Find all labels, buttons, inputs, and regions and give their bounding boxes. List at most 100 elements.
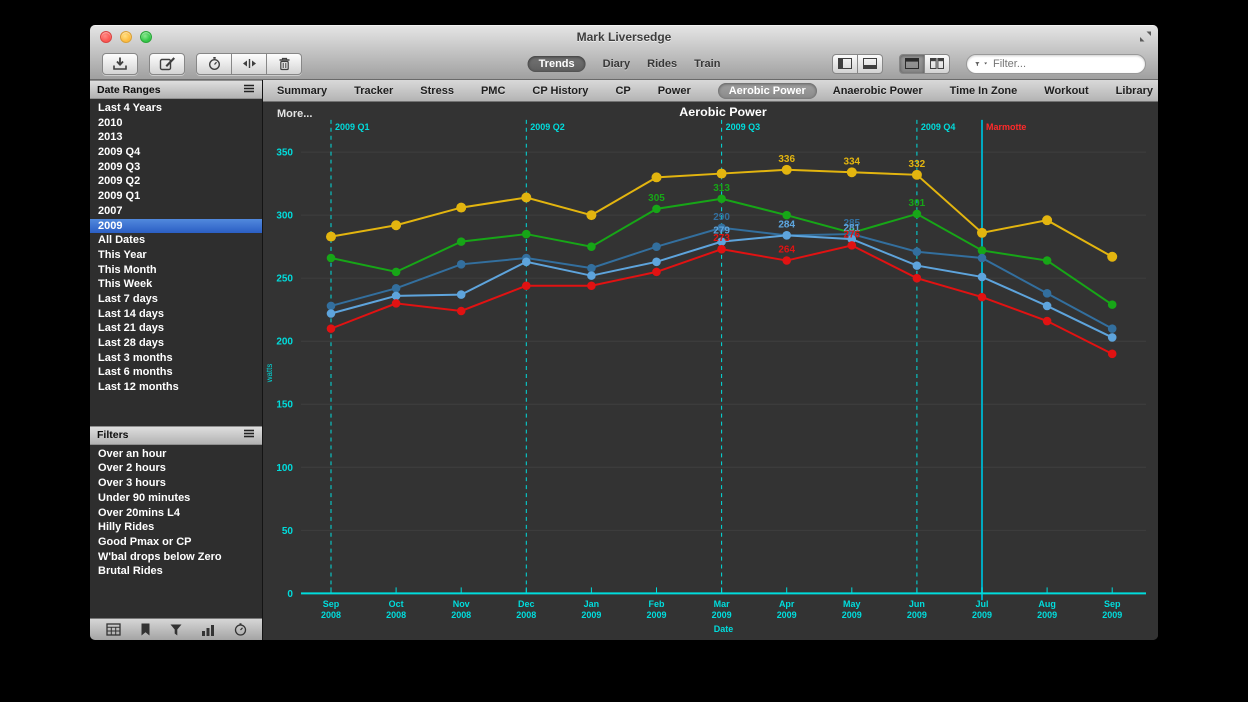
download-button[interactable]	[102, 52, 138, 75]
date-range-item[interactable]: Last 28 days	[98, 337, 165, 349]
date-range-item[interactable]: Last 21 days	[98, 322, 165, 335]
view-segment-trends[interactable]: Trends	[527, 55, 586, 72]
data-point-light-blue	[782, 231, 791, 240]
date-range-item[interactable]: All Dates	[98, 234, 146, 247]
y-tick-label: 250	[276, 274, 293, 285]
view-segment-rides[interactable]: Rides	[647, 57, 678, 70]
date-range-item[interactable]: 2013	[98, 131, 123, 144]
chart-title: Aerobic Power	[679, 105, 767, 119]
tab-aerobic-power[interactable]: Aerobic Power	[717, 82, 817, 99]
filter-icon[interactable]	[170, 624, 182, 636]
more-link[interactable]: More...	[277, 108, 312, 120]
y-tick-label: 150	[276, 400, 293, 411]
point-label-light-blue: 284	[778, 219, 795, 230]
date-range-item[interactable]: 2009 Q3	[98, 160, 141, 173]
date-range-item[interactable]: Last 4 Years	[98, 102, 163, 114]
tiled-view-button[interactable]	[925, 53, 950, 74]
data-point-green	[782, 210, 791, 220]
data-point-light-blue	[847, 234, 857, 244]
date-range-item[interactable]: 2010	[98, 116, 123, 129]
trash-button[interactable]	[267, 52, 302, 75]
filter-item[interactable]: Good Pmax or CP	[98, 535, 192, 548]
filter-item[interactable]: W'bal drops below Zero	[98, 550, 222, 563]
filter-input[interactable]	[991, 56, 1137, 71]
x-axis-title: Date	[714, 624, 733, 634]
data-point-steel-blue	[587, 263, 596, 273]
data-point-light-blue	[587, 271, 596, 280]
date-range-item[interactable]: 2009 Q4	[98, 146, 141, 159]
tab-time-in-zone[interactable]: Time In Zone	[949, 84, 1018, 97]
date-range-item[interactable]: 2009 Q1	[98, 190, 141, 203]
filter-item[interactable]: Over an hour	[98, 447, 167, 460]
bookmark-icon[interactable]	[140, 623, 151, 636]
filter-item[interactable]: Over 2 hours	[98, 462, 166, 475]
filters-menu-icon[interactable]	[243, 429, 255, 441]
point-label-yellow: 334	[843, 156, 860, 167]
tab-library[interactable]: Library	[1115, 84, 1153, 97]
minimize-button[interactable]	[120, 31, 132, 43]
tab-anaerobic-power[interactable]: Anaerobic Power	[832, 84, 923, 97]
tab-power[interactable]: Power	[657, 84, 691, 97]
point-label-green: 301	[909, 198, 926, 209]
data-point-steel-blue	[456, 260, 466, 269]
tab-workout[interactable]: Workout	[1044, 84, 1089, 97]
date-range-item[interactable]: Last 6 months	[98, 366, 173, 379]
date-range-item[interactable]: 2009	[90, 218, 262, 234]
single-view-button[interactable]	[899, 53, 925, 74]
close-button[interactable]	[100, 31, 112, 43]
data-point-red	[391, 299, 401, 308]
calendar-icon[interactable]	[105, 623, 121, 636]
tab-summary[interactable]: Summary	[277, 84, 328, 97]
fullscreen-icon[interactable]	[1139, 30, 1152, 48]
tab-cp-history[interactable]: CP History	[532, 84, 589, 97]
date-ranges-menu-icon[interactable]	[243, 84, 255, 96]
tab-stress[interactable]: Stress	[420, 84, 454, 97]
data-point-red	[456, 306, 466, 316]
filter-item[interactable]: Over 3 hours	[98, 477, 166, 490]
data-point-red	[782, 256, 791, 265]
content: Summary Tracker Stress PMC CP History CP Power…	[263, 80, 1158, 640]
data-point-light-blue	[717, 237, 726, 246]
toolbar-right	[832, 53, 1146, 74]
view-segment-diary[interactable]: Diary	[602, 57, 631, 70]
date-range-item[interactable]: 2007	[98, 204, 123, 217]
data-point-steel-blue	[717, 223, 726, 233]
date-range-item[interactable]: Last 3 months	[98, 351, 173, 364]
sidebar-toggle-button[interactable]	[832, 53, 858, 74]
date-range-item[interactable]: This Year	[98, 248, 147, 261]
date-ranges-title: Date Ranges	[97, 83, 161, 96]
data-point-green	[326, 253, 336, 263]
data-point-light-blue	[1107, 333, 1117, 342]
tab-cp[interactable]: CP	[615, 84, 631, 97]
filter-field[interactable]	[966, 53, 1146, 74]
split-button[interactable]	[232, 52, 267, 75]
zoom-button[interactable]	[140, 31, 152, 43]
data-point-green	[652, 204, 661, 214]
date-range-item[interactable]: This Week	[98, 278, 153, 291]
stopwatch-icon[interactable]	[234, 623, 247, 636]
filter-item[interactable]: Brutal Rides	[98, 565, 163, 578]
tab-tracker[interactable]: Tracker	[354, 84, 394, 97]
data-point-yellow	[977, 227, 987, 238]
data-point-red	[1042, 316, 1052, 326]
app-window: Mark Liversedge	[90, 25, 1158, 640]
date-range-item[interactable]: This Month	[98, 263, 157, 276]
interval-button[interactable]	[196, 52, 232, 75]
date-range-item[interactable]: Last 12 months	[98, 381, 179, 394]
y-tick-label: 0	[287, 589, 293, 600]
chart-icon[interactable]	[201, 624, 215, 636]
filter-item[interactable]: Hilly Rides	[98, 521, 155, 534]
filter-item[interactable]: Over 20mins L4	[98, 506, 180, 519]
tab-pmc[interactable]: PMC	[480, 84, 506, 97]
compose-button[interactable]	[149, 52, 185, 75]
view-segment-train[interactable]: Train	[694, 57, 721, 70]
date-range-item[interactable]: Last 14 days	[98, 307, 165, 320]
toolbar: Trends Diary Rides Train	[90, 48, 1158, 80]
data-point-steel-blue	[1107, 324, 1117, 333]
point-label-yellow: 332	[909, 159, 926, 170]
data-point-yellow	[456, 202, 467, 213]
filter-item[interactable]: Under 90 minutes	[98, 491, 191, 504]
date-range-item[interactable]: 2009 Q2	[98, 175, 141, 188]
bottombar-toggle-button[interactable]	[858, 53, 883, 74]
date-range-item[interactable]: Last 7 days	[98, 292, 158, 305]
